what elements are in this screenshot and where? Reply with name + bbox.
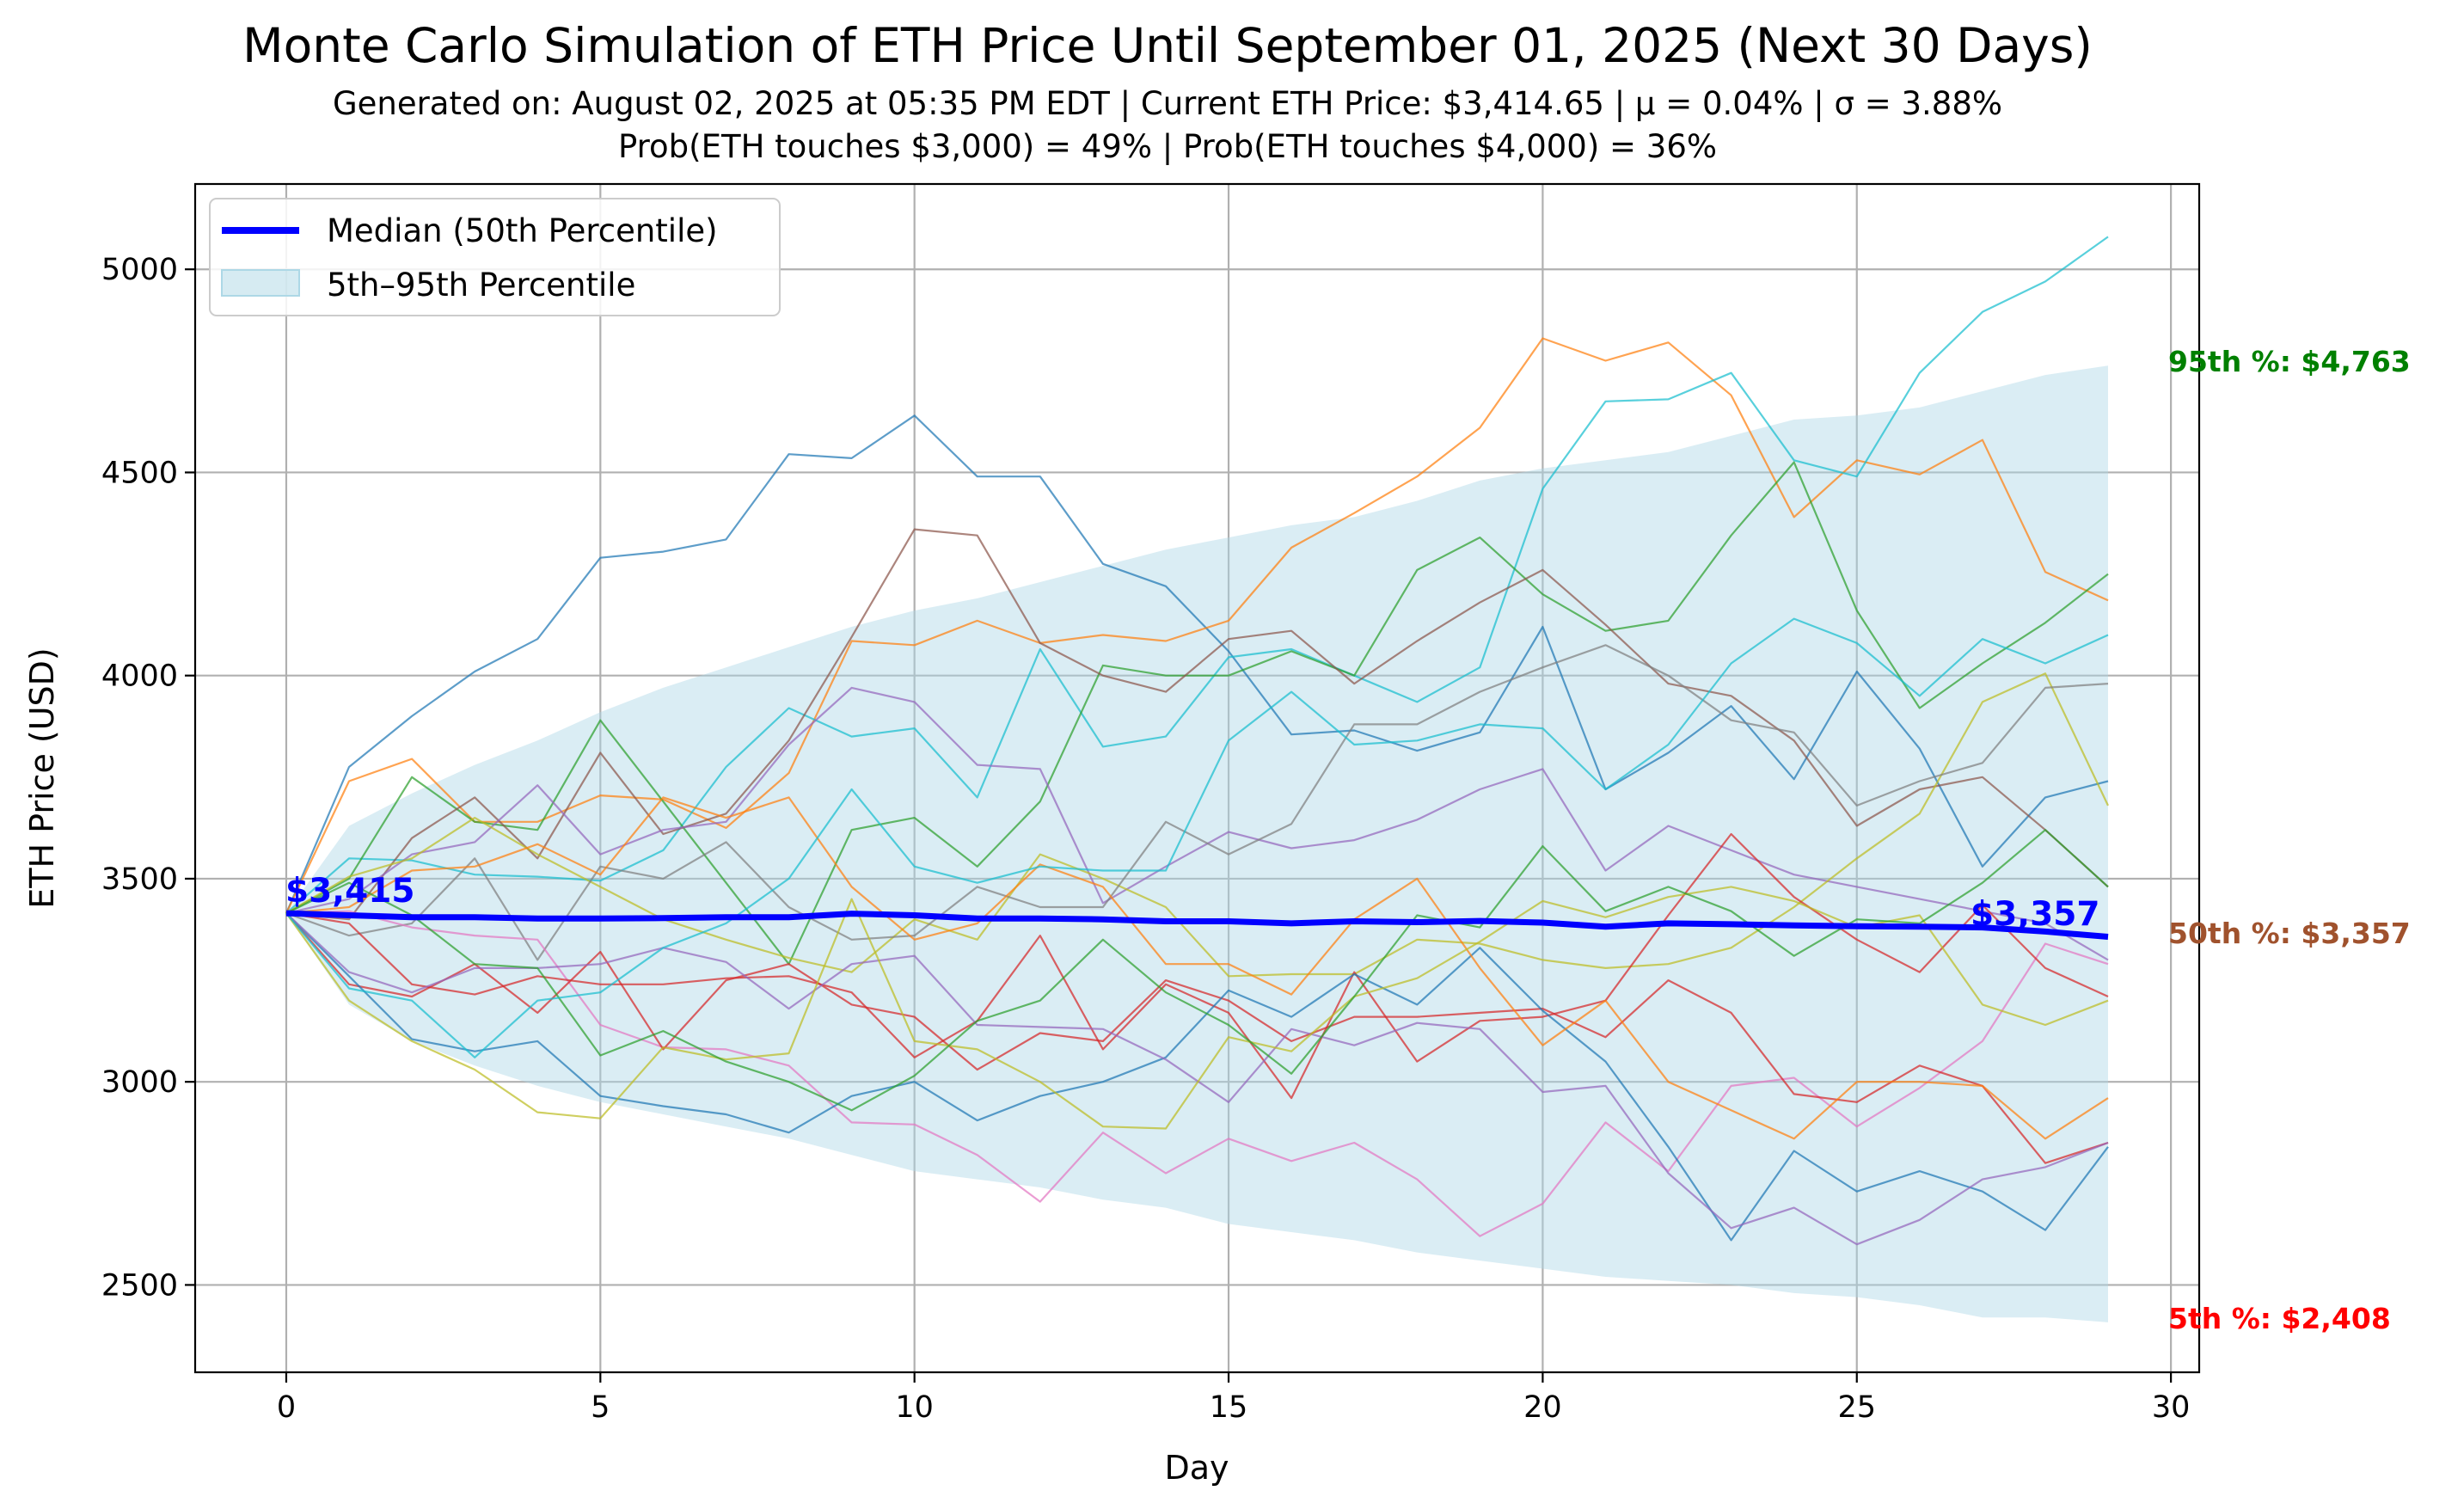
x-tick-label: 15	[1210, 1390, 1248, 1425]
simulation-path-13	[285, 912, 2109, 1246]
y-tick-label: 2500	[101, 1268, 178, 1303]
y-axis-label: ETH Price (USD)	[23, 647, 61, 909]
simulation-path-1	[285, 414, 2109, 914]
simulation-path-16	[285, 829, 2109, 1112]
start-price-label: $3,415	[285, 872, 415, 911]
simulation-path-12	[285, 912, 2109, 1242]
y-tick-label: 4500	[101, 456, 178, 490]
simulation-path-11	[285, 832, 2109, 1100]
legend-median-label: Median (50th Percentile)	[327, 212, 718, 249]
simulation-path-17	[285, 617, 2109, 1058]
x-axis-label: Day	[1164, 1449, 1229, 1487]
simulation-path-6	[285, 686, 2109, 961]
y-tick-label: 5000	[101, 253, 178, 287]
x-tick-label: 20	[1523, 1390, 1562, 1425]
chart-subtitle-line-1: Generated on: August 02, 2025 at 05:35 P…	[333, 85, 2002, 122]
end-price-label: $3,357	[1971, 895, 2100, 934]
simulation-path-4	[285, 461, 2109, 966]
x-tick-label: 5	[591, 1390, 610, 1425]
x-tick-label: 10	[895, 1390, 934, 1425]
x-tick-label: 30	[2152, 1390, 2191, 1425]
simulation-path-5	[285, 528, 2109, 921]
legend: Median (50th Percentile) 5th–95th Percen…	[209, 198, 781, 316]
y-tick-label: 3000	[101, 1065, 178, 1100]
y-tick-label: 4000	[101, 659, 178, 694]
percentile-band	[286, 365, 2108, 1322]
y-tick-label: 3500	[101, 862, 178, 897]
simulation-path-9	[285, 910, 2109, 1237]
simulation-paths	[285, 236, 2109, 1246]
simulation-path-3	[285, 236, 2109, 914]
p50-label: 50th %: $3,357	[2168, 917, 2411, 950]
simulation-path-2	[285, 337, 2109, 914]
legend-band-swatch	[221, 269, 300, 297]
plot-frame	[193, 182, 2201, 1374]
p95-label: 95th %: $4,763	[2168, 345, 2411, 378]
legend-box	[209, 198, 781, 316]
simulation-path-10	[285, 912, 2109, 1164]
chart-subtitle-line-2: Prob(ETH touches $3,000) = 49% | Prob(ET…	[618, 128, 1717, 165]
x-tick-label: 0	[277, 1390, 296, 1425]
p5-label: 5th %: $2,408	[2168, 1302, 2391, 1335]
percentile-band-layer	[286, 365, 2108, 1322]
simulation-path-14	[285, 796, 2109, 1140]
axis-ticks: 0 5 10 15 20 25 30 2500 3000 3500 4000 4500 5000	[101, 253, 2190, 1425]
x-tick-label: 25	[1837, 1390, 1876, 1425]
legend-band-label: 5th–95th Percentile	[327, 267, 635, 304]
median-line	[285, 910, 2109, 940]
chart-title: Monte Carlo Simulation of ETH Price Unti…	[242, 18, 2093, 73]
simulation-path-15	[285, 886, 2109, 1130]
median-layer	[285, 910, 2109, 940]
simulation-path-8	[285, 644, 2109, 961]
